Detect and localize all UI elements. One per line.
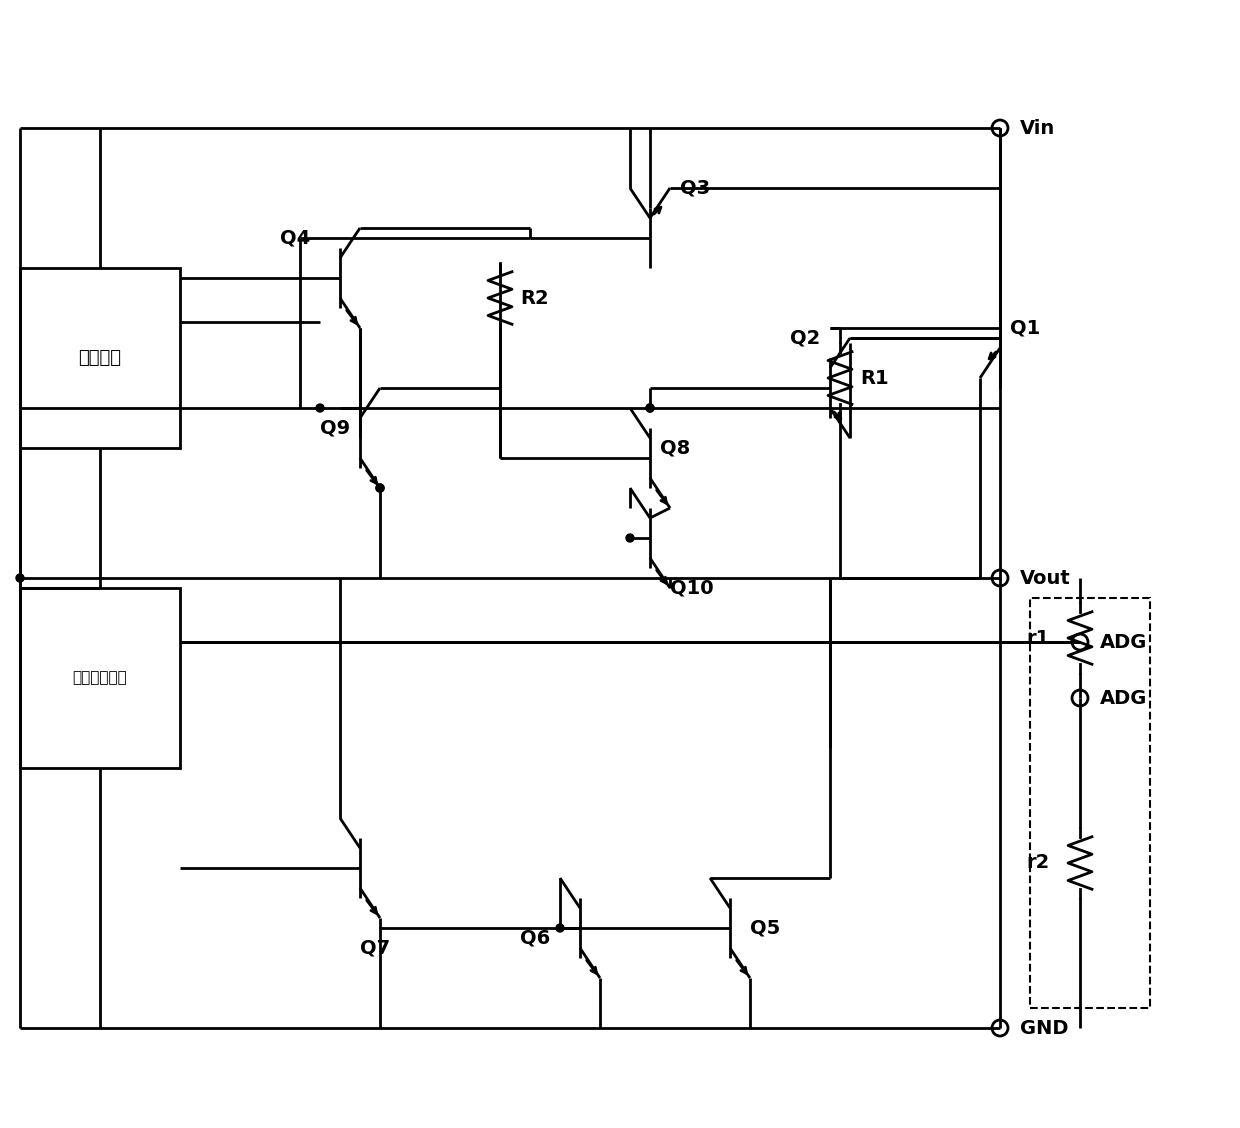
Text: Vout: Vout — [1021, 569, 1071, 588]
Circle shape — [316, 404, 324, 412]
Text: r1: r1 — [1027, 628, 1050, 647]
Text: ADG: ADG — [1100, 688, 1147, 707]
Text: GND: GND — [1021, 1019, 1069, 1038]
Text: ADG: ADG — [1100, 633, 1147, 652]
Text: Vin: Vin — [1021, 118, 1055, 138]
Text: Q5: Q5 — [750, 918, 780, 937]
Text: 环路控制模块: 环路控制模块 — [73, 670, 128, 686]
Bar — [20, 268, 180, 448]
Text: Q8: Q8 — [660, 439, 691, 458]
Text: Q6: Q6 — [520, 928, 551, 948]
Text: 启动模块: 启动模块 — [78, 349, 122, 367]
Circle shape — [626, 534, 634, 541]
Circle shape — [376, 484, 384, 492]
Circle shape — [376, 484, 384, 492]
Text: Q1: Q1 — [1011, 318, 1040, 337]
Text: R1: R1 — [861, 369, 889, 388]
Circle shape — [16, 574, 24, 582]
Text: Q2: Q2 — [790, 329, 820, 349]
Text: Q3: Q3 — [680, 179, 711, 199]
Bar — [20, 588, 180, 768]
Circle shape — [556, 924, 564, 932]
Circle shape — [646, 404, 653, 412]
Text: Q9: Q9 — [320, 418, 350, 438]
Text: Q10: Q10 — [670, 578, 714, 597]
Text: Q4: Q4 — [280, 229, 310, 248]
Circle shape — [646, 404, 653, 412]
Text: Q7: Q7 — [360, 938, 391, 957]
Bar — [1030, 598, 1149, 1008]
Text: R2: R2 — [520, 289, 548, 308]
Text: r2: r2 — [1027, 854, 1050, 872]
